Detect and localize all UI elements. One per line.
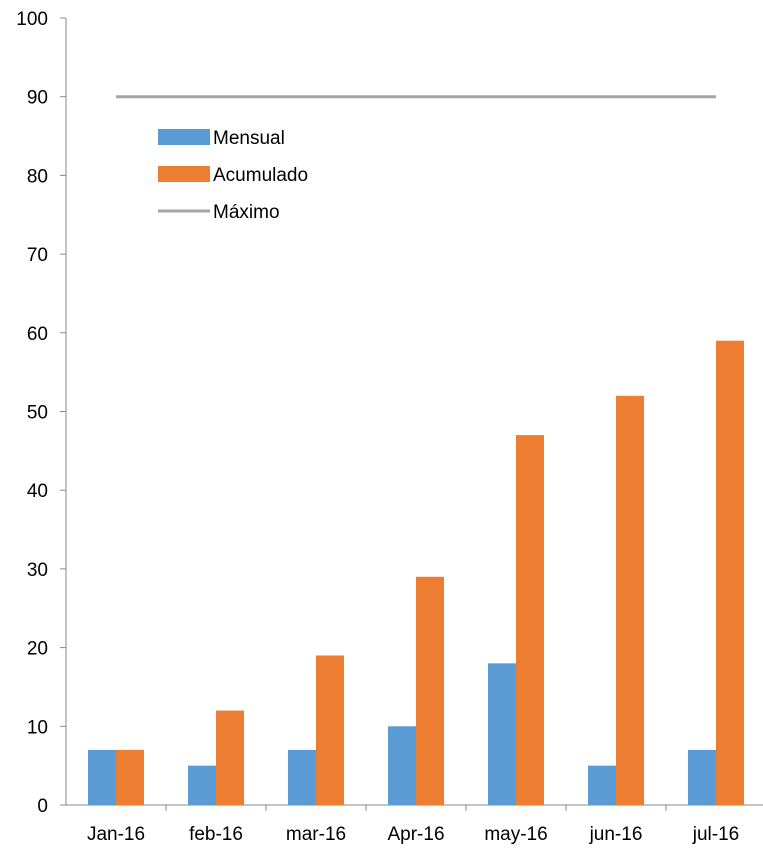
legend-label-máximo: Máximo: [213, 202, 280, 223]
bar-acumulado: [716, 340, 744, 805]
bar-mensual: [388, 726, 416, 805]
bar-mensual: [688, 749, 716, 805]
y-tick-label: 60: [27, 324, 48, 345]
x-tick-label: mar-16: [286, 824, 346, 845]
bar-mensual: [488, 663, 516, 805]
y-tick-label: 100: [16, 9, 48, 30]
legend-label-acumulado: Acumulado: [213, 165, 308, 186]
bar-acumulado: [616, 395, 644, 805]
bar-mensual: [288, 749, 316, 805]
x-axis: Jan-16 feb-16 mar-16 Apr-16 may-16 jun-16 jul-…: [66, 804, 763, 845]
y-tick-label: 70: [27, 245, 48, 266]
y-tick-label: 40: [27, 481, 48, 502]
bar-acumulado: [216, 710, 244, 805]
bar-acumulado: [116, 749, 144, 805]
bar-mensual: [188, 765, 216, 805]
bar-acumulado: [316, 655, 344, 805]
x-tick-label: jul-16: [692, 824, 739, 845]
x-tick-label: feb-16: [189, 824, 243, 845]
bar-acumulado: [516, 435, 544, 805]
y-tick-label: 80: [27, 166, 48, 187]
y-tick-label: 10: [27, 717, 48, 738]
legend-swatch-acumulado: [158, 166, 210, 182]
y-tick-label: 50: [27, 403, 48, 424]
legend: Mensual Acumulado Máximo: [158, 128, 308, 223]
bar-acumulado: [416, 576, 444, 805]
bars: [88, 340, 744, 805]
x-tick-label: Apr-16: [387, 824, 444, 845]
y-axis: 0 10 20 30 40 50 60 70 80 90 100: [16, 9, 67, 817]
bar-mensual: [588, 765, 616, 805]
y-tick-label: 30: [27, 560, 48, 581]
x-tick-label: jun-16: [589, 824, 643, 845]
legend-swatch-mensual: [158, 129, 210, 145]
legend-label-mensual: Mensual: [213, 128, 285, 149]
y-tick-label: 20: [27, 639, 48, 660]
y-tick-label: 90: [27, 88, 48, 109]
x-tick-label: Jan-16: [87, 824, 145, 845]
bar-mensual: [88, 749, 116, 805]
y-tick-label: 0: [37, 796, 48, 817]
x-tick-label: may-16: [484, 824, 547, 845]
